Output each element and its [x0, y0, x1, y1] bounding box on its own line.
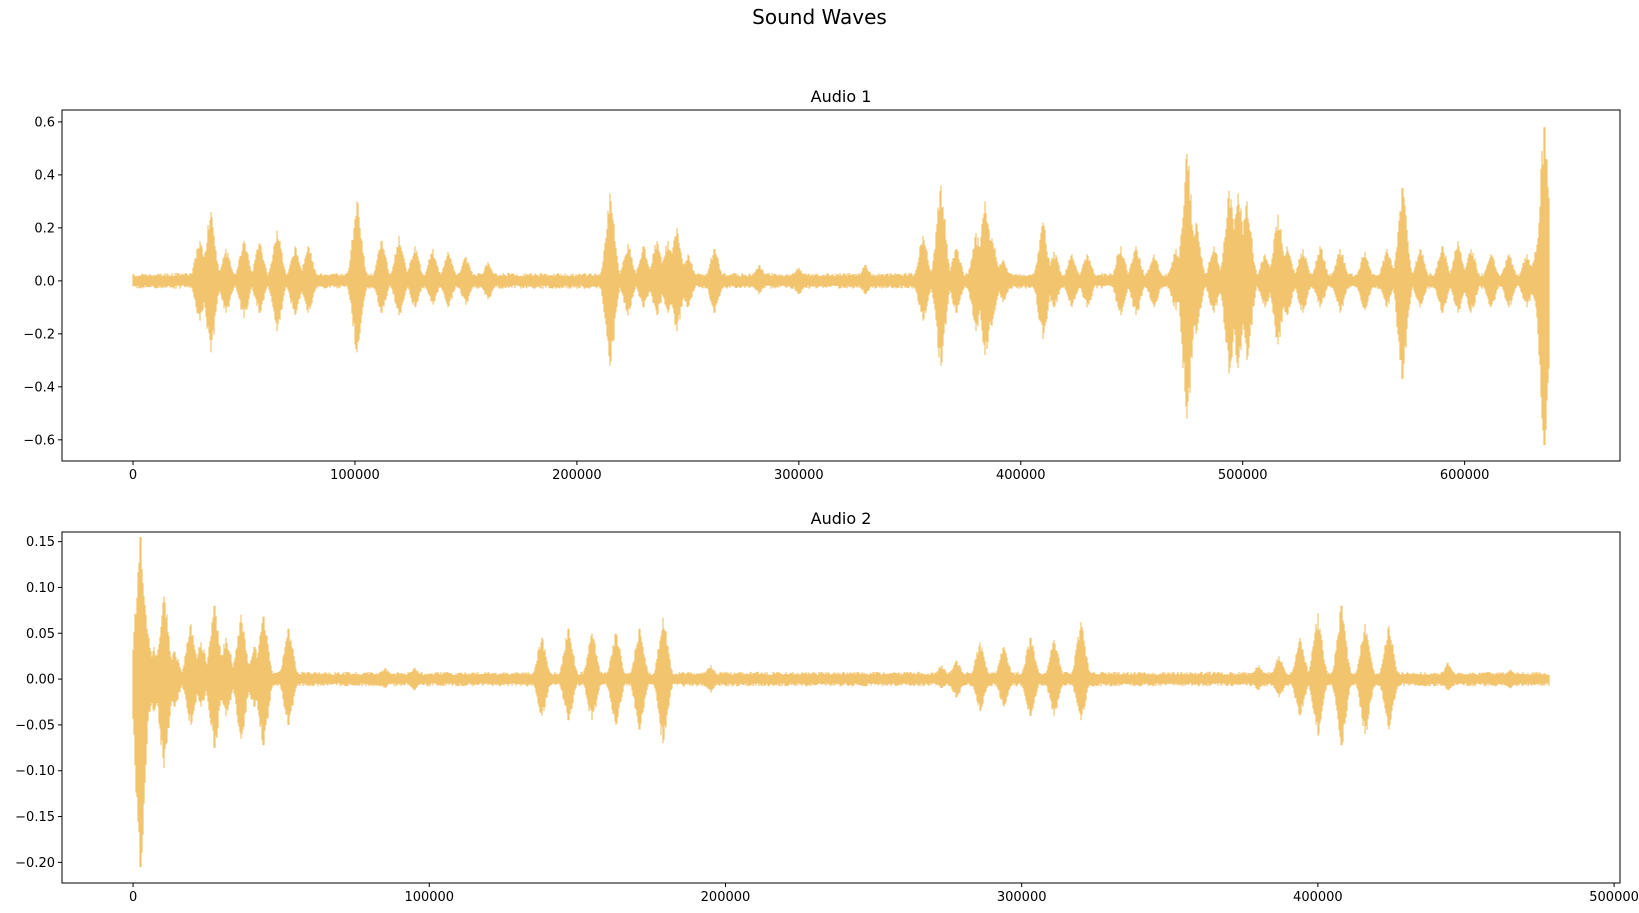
y-tick-label: 0.0 [34, 274, 55, 289]
y-tick-label: −0.4 [23, 380, 55, 395]
x-tick-label: 0 [129, 890, 137, 905]
x-tick-label: 200000 [701, 890, 751, 905]
y-tick-label: −0.05 [15, 718, 55, 733]
y-tick-label: 0.4 [34, 168, 55, 183]
y-tick-label: −0.15 [15, 810, 55, 825]
x-tick-label: 400000 [996, 468, 1046, 483]
y-tick-label: −0.2 [23, 327, 55, 342]
y-tick-label: 0.10 [26, 581, 55, 596]
y-tick-label: −0.10 [15, 764, 55, 779]
axes-frame [61, 109, 1621, 462]
x-tick-label: 600000 [1440, 468, 1490, 483]
waveform-line [132, 127, 1550, 446]
y-tick-label: 0.00 [26, 673, 55, 688]
subplot-audio-1: Audio 1 0 100000 200000 300000 400000 500000 60… [23, 87, 1621, 483]
x-tick-label: 400000 [1293, 890, 1343, 905]
x-tick-label: 500000 [1218, 468, 1268, 483]
y-tick-label: 0.2 [34, 221, 55, 236]
x-tick-label: 100000 [330, 468, 380, 483]
x-tick-label: 300000 [774, 468, 824, 483]
x-tick-label: 300000 [997, 890, 1047, 905]
y-tick-label: −0.20 [15, 856, 55, 871]
figure-title: Sound Waves [752, 5, 887, 29]
subplot-audio-2: Audio 2 0 100000 200000 300000 400000 500000 0.… [15, 509, 1639, 905]
subplot-title: Audio 1 [811, 87, 872, 106]
y-tick-label: 0.6 [34, 115, 55, 130]
axes-frame [61, 531, 1621, 884]
x-tick-label: 0 [129, 468, 137, 483]
waveform-line [132, 537, 1550, 867]
y-tick-label: 0.05 [26, 627, 55, 642]
x-tick-label: 200000 [552, 468, 602, 483]
x-tick-label: 100000 [404, 890, 454, 905]
y-tick-label: 0.15 [26, 535, 55, 550]
subplot-title: Audio 2 [811, 509, 872, 528]
y-tick-label: −0.6 [23, 433, 55, 448]
x-tick-label: 500000 [1589, 890, 1639, 905]
